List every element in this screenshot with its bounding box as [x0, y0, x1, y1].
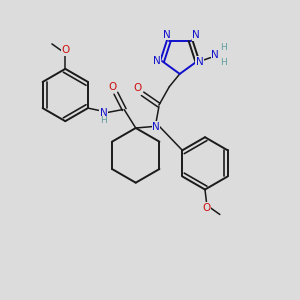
Text: N: N	[153, 56, 161, 66]
Text: N: N	[211, 50, 219, 60]
Text: N: N	[152, 122, 160, 131]
Text: N: N	[196, 57, 203, 67]
Text: H: H	[220, 43, 226, 52]
Text: N: N	[192, 30, 200, 40]
Text: O: O	[133, 83, 141, 94]
Text: O: O	[202, 203, 211, 213]
Text: H: H	[100, 116, 107, 125]
Text: N: N	[100, 108, 107, 118]
Text: O: O	[61, 45, 69, 56]
Text: N: N	[163, 30, 170, 40]
Text: O: O	[108, 82, 116, 92]
Text: H: H	[220, 58, 226, 67]
